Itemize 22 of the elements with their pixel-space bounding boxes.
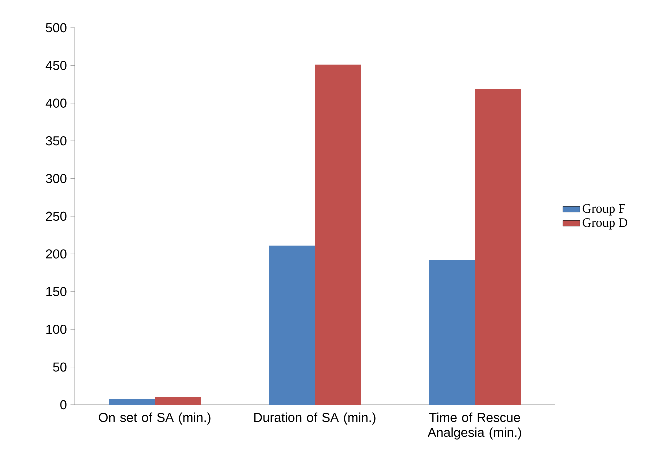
y-tick-label: 0 bbox=[60, 400, 67, 410]
y-tick-label: 150 bbox=[46, 287, 67, 296]
legend-label: Group D bbox=[582, 218, 628, 230]
y-tick-label: 50 bbox=[53, 362, 67, 372]
legend-label: Group F bbox=[582, 204, 626, 216]
bar bbox=[109, 398, 156, 405]
y-tick-label: 350 bbox=[46, 136, 67, 146]
y-tick-label: 450 bbox=[46, 61, 67, 70]
bar bbox=[475, 89, 522, 405]
x-tick-label: Duration of SA (min.) bbox=[254, 412, 376, 425]
x-tick-label: Time of Rescue Analgesia (min.) bbox=[428, 412, 522, 440]
bar bbox=[315, 64, 362, 405]
bar bbox=[429, 260, 476, 405]
bar bbox=[269, 246, 316, 405]
y-tick-label: 250 bbox=[46, 212, 67, 222]
y-tick-label: 100 bbox=[46, 324, 67, 334]
bar bbox=[155, 397, 202, 405]
y-tick-label: 500 bbox=[46, 23, 67, 33]
y-tick-label: 300 bbox=[46, 174, 67, 184]
y-tick-label: 400 bbox=[46, 98, 67, 108]
y-tick-label: 200 bbox=[46, 250, 67, 259]
x-tick-label: On set of SA (min.) bbox=[99, 412, 211, 425]
